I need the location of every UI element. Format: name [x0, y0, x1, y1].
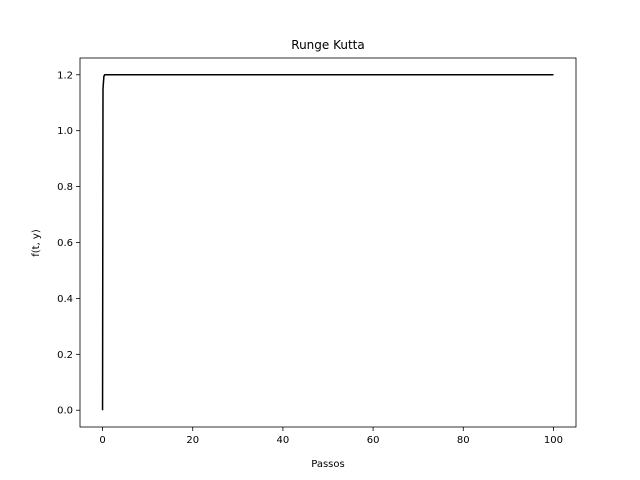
y-tick-label: 0.2 [57, 350, 73, 361]
x-tick-label: 100 [544, 435, 563, 446]
x-tick-label: 80 [457, 435, 470, 446]
y-tick-label: 0.6 [57, 238, 73, 249]
series-line [101, 74, 554, 411]
y-tick-label: 1.0 [57, 126, 73, 137]
y-axis-ticks: 0.0 0.2 0.4 0.6 0.8 1.0 1.2 [57, 70, 80, 417]
x-axis-ticks: 0 20 40 60 80 100 [99, 427, 563, 446]
y-tick-label: 0.4 [57, 294, 73, 305]
x-tick-label: 20 [186, 435, 199, 446]
x-axis-label: Passos [311, 459, 344, 470]
x-tick-label: 40 [277, 435, 290, 446]
y-tick-label: 0.0 [57, 406, 73, 417]
x-tick-label: 60 [367, 435, 380, 446]
y-tick-label: 0.8 [57, 182, 73, 193]
x-tick-label: 0 [99, 435, 105, 446]
y-tick-label: 1.2 [57, 70, 73, 81]
chart-title: Runge Kutta [291, 38, 364, 52]
y-axis-label: f(t, y) [31, 229, 42, 257]
